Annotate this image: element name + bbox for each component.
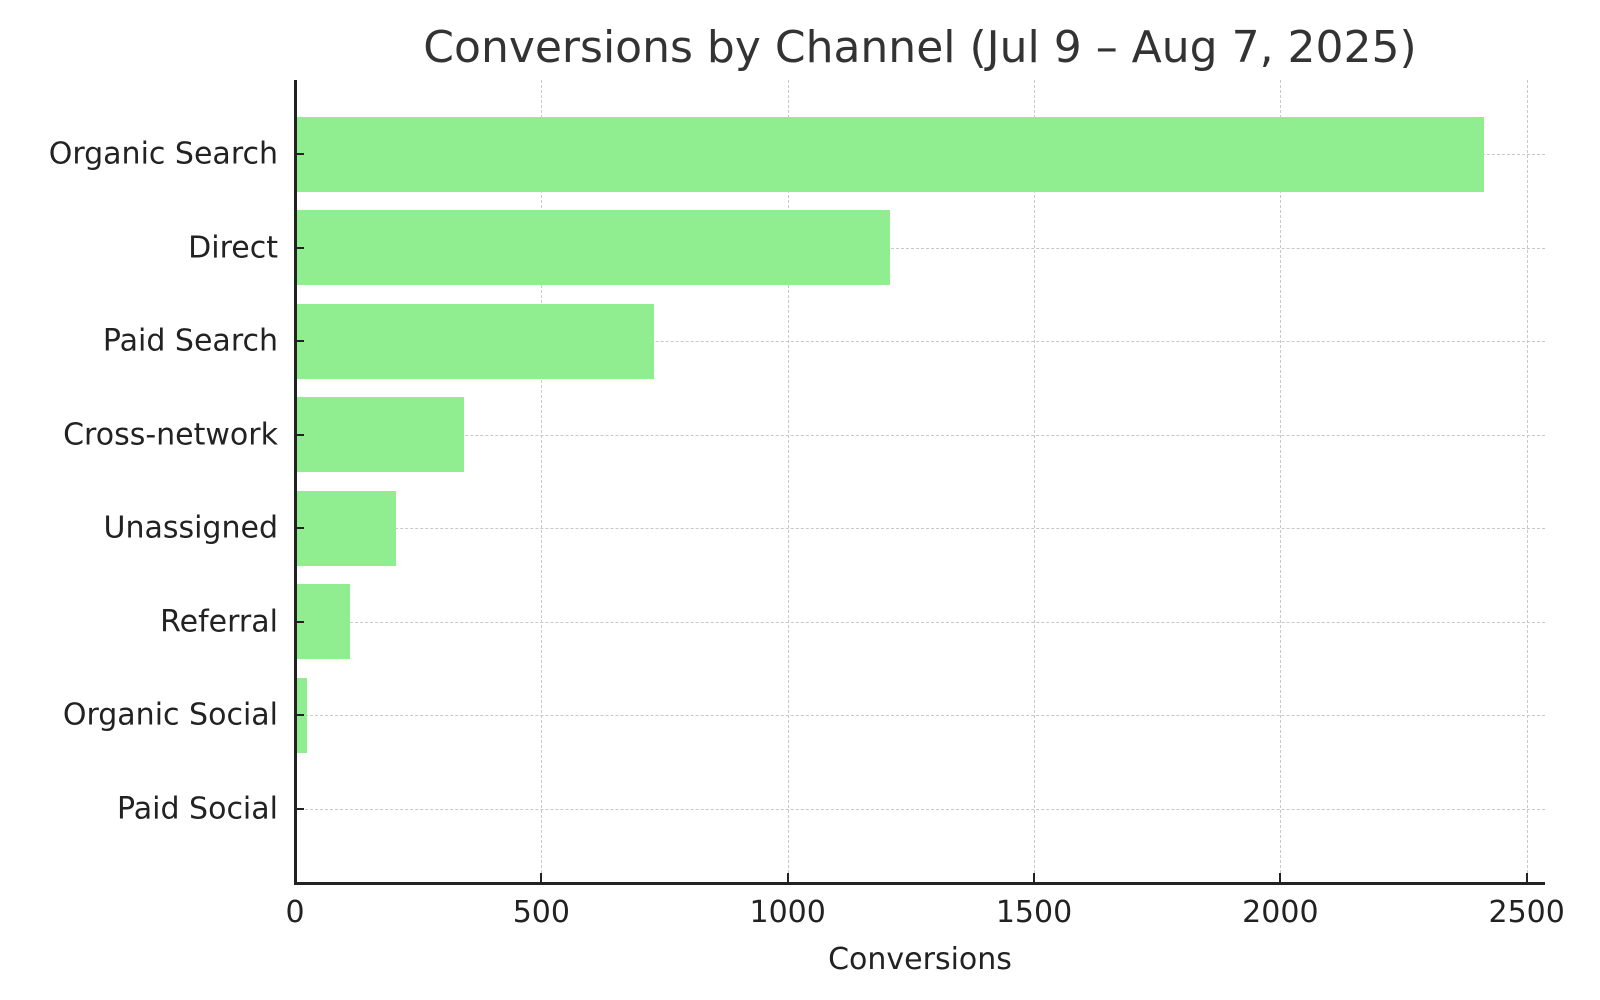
- x-gridline: [1526, 80, 1528, 883]
- y-axis-line: [294, 80, 297, 885]
- y-gridline: [295, 341, 1545, 343]
- x-tick-label: 1500: [995, 895, 1073, 930]
- x-tick-label: 500: [512, 895, 570, 930]
- x-tick-label: 2500: [1488, 895, 1565, 930]
- y-tick: [295, 620, 304, 623]
- chart-title: Conversions by Channel (Jul 9 – Aug 7, 2…: [423, 22, 1417, 73]
- bar-organic-search: [295, 116, 1484, 192]
- y-gridline: [295, 808, 1545, 810]
- bar-direct: [295, 210, 891, 286]
- y-tick: [295, 807, 304, 810]
- x-gridline: [787, 80, 789, 883]
- y-tick-label: Organic Search: [48, 136, 278, 172]
- bar-unassigned: [295, 490, 397, 566]
- y-gridline: [295, 434, 1545, 436]
- x-gridline: [1034, 80, 1036, 883]
- x-axis-line: [294, 882, 1545, 885]
- bar-cross-network: [295, 397, 464, 473]
- y-tick-label: Referral: [160, 604, 278, 640]
- x-axis-title: Conversions: [828, 942, 1012, 977]
- x-tick-label: 1000: [749, 895, 826, 930]
- y-tick-label: Organic Social: [62, 697, 278, 733]
- y-tick: [295, 714, 304, 717]
- x-tick: [540, 873, 543, 882]
- y-tick-label: Cross-network: [63, 417, 278, 453]
- y-tick-label: Paid Search: [102, 323, 278, 359]
- y-tick: [295, 340, 304, 343]
- y-tick: [295, 246, 304, 249]
- y-gridline: [295, 621, 1545, 623]
- y-tick: [295, 153, 304, 156]
- y-tick: [295, 527, 304, 530]
- x-tick-label: 2000: [1242, 895, 1319, 930]
- y-gridline: [295, 528, 1545, 530]
- x-tick: [1279, 873, 1282, 882]
- y-tick: [295, 433, 304, 436]
- x-tick: [1525, 873, 1528, 882]
- y-tick-label: Unassigned: [103, 510, 278, 546]
- x-gridline: [541, 80, 543, 883]
- x-gridline: [1280, 80, 1282, 883]
- bar-paid-search: [295, 303, 655, 379]
- y-tick-label: Direct: [188, 230, 278, 266]
- y-gridline: [295, 247, 1545, 249]
- x-tick: [1033, 873, 1036, 882]
- y-gridline: [295, 715, 1545, 717]
- x-tick: [786, 873, 789, 882]
- y-tick-label: Paid Social: [117, 791, 278, 827]
- x-tick-label: 0: [285, 895, 305, 930]
- bar-referral: [295, 584, 351, 660]
- plot-area: [294, 80, 1545, 885]
